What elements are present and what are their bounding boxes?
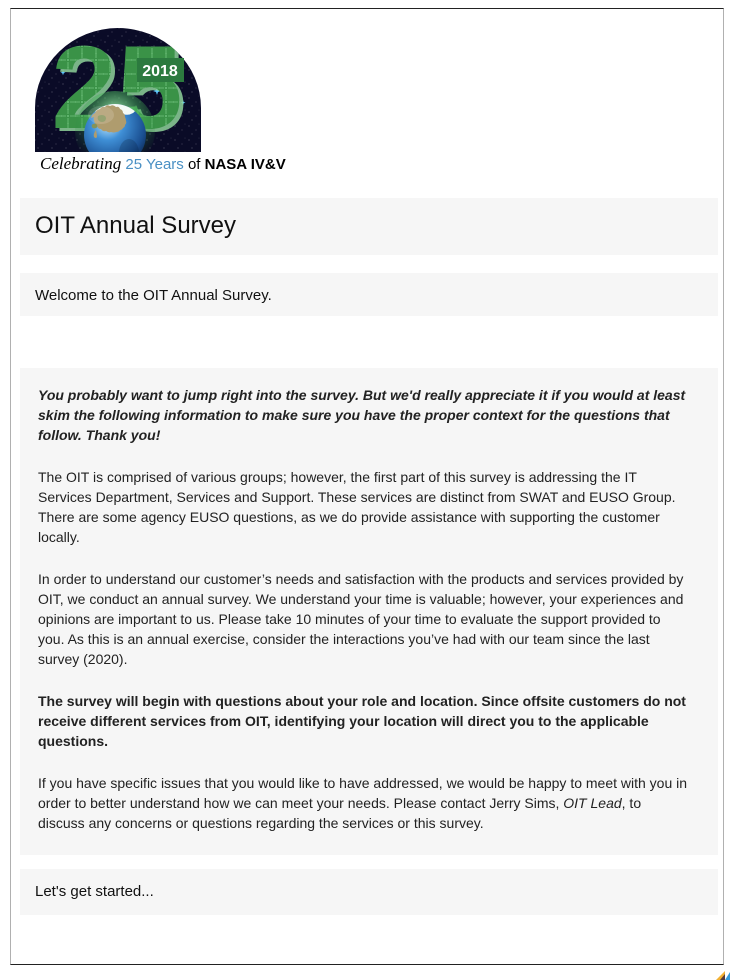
svg-text:2018: 2018: [142, 63, 178, 80]
